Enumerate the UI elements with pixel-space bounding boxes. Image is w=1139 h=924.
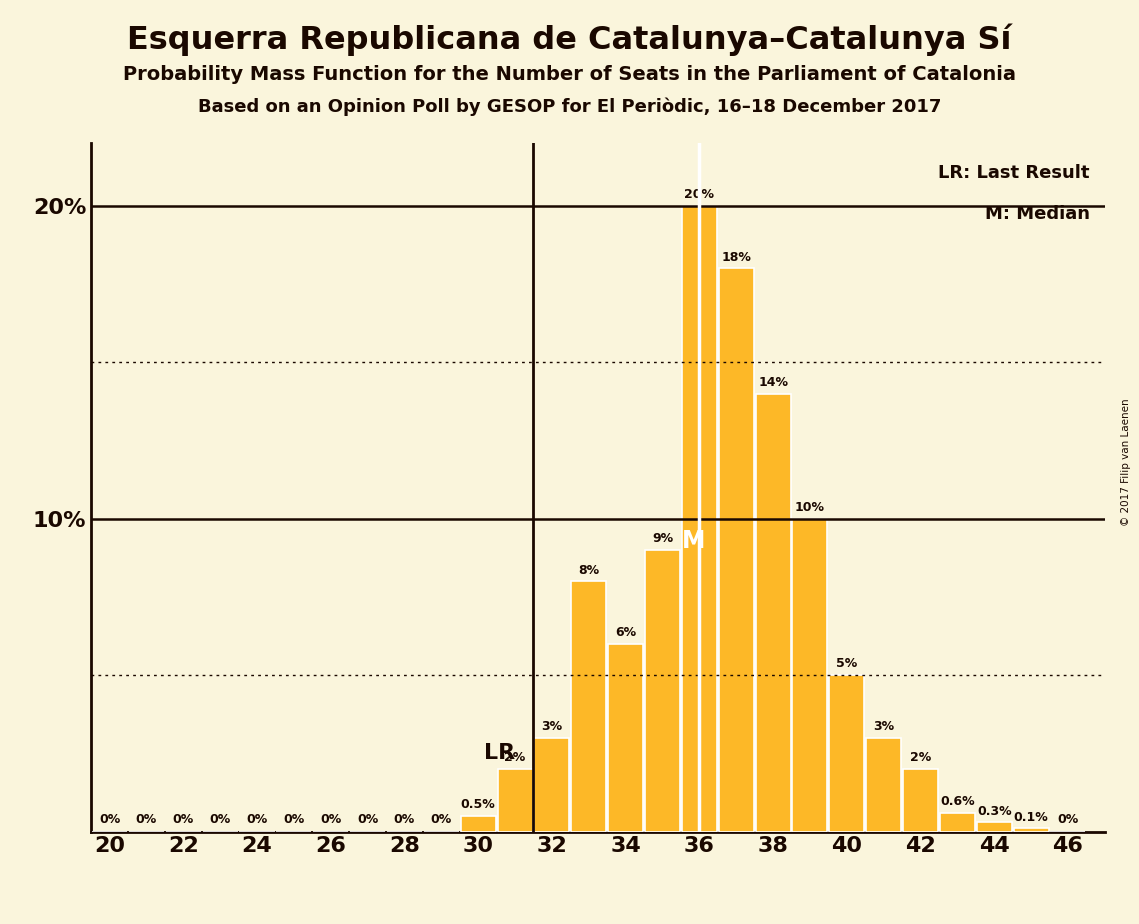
Text: 0%: 0% — [136, 813, 157, 826]
Text: LR: Last Result: LR: Last Result — [939, 164, 1090, 182]
Bar — [977, 822, 1011, 832]
Bar — [903, 769, 939, 832]
Bar — [866, 737, 901, 832]
Text: 0%: 0% — [246, 813, 268, 826]
Bar — [829, 675, 865, 832]
Bar — [940, 813, 975, 832]
Bar — [682, 206, 716, 832]
Bar — [1014, 829, 1049, 832]
Bar — [608, 644, 644, 832]
Text: 0.6%: 0.6% — [940, 796, 975, 808]
Text: 0%: 0% — [284, 813, 304, 826]
Text: 0.3%: 0.3% — [977, 805, 1011, 818]
Text: 0%: 0% — [173, 813, 194, 826]
Bar — [793, 518, 827, 832]
Text: 0%: 0% — [357, 813, 378, 826]
Text: 2%: 2% — [910, 751, 932, 764]
Text: 20%: 20% — [685, 188, 714, 201]
Text: Based on an Opinion Poll by GESOP for El Periòdic, 16–18 December 2017: Based on an Opinion Poll by GESOP for El… — [198, 97, 941, 116]
Text: © 2017 Filip van Laenen: © 2017 Filip van Laenen — [1121, 398, 1131, 526]
Bar — [719, 268, 754, 832]
Text: 0%: 0% — [431, 813, 452, 826]
Text: 0%: 0% — [320, 813, 342, 826]
Text: 0%: 0% — [210, 813, 231, 826]
Text: 0.1%: 0.1% — [1014, 810, 1049, 824]
Text: 6%: 6% — [615, 626, 637, 639]
Bar — [645, 550, 680, 832]
Bar — [755, 394, 790, 832]
Text: Probability Mass Function for the Number of Seats in the Parliament of Catalonia: Probability Mass Function for the Number… — [123, 65, 1016, 84]
Text: M: Median: M: Median — [984, 205, 1090, 224]
Text: 8%: 8% — [579, 564, 599, 577]
Text: 10%: 10% — [795, 501, 825, 514]
Text: 0%: 0% — [394, 813, 415, 826]
Bar — [534, 737, 570, 832]
Text: LR: LR — [484, 744, 515, 763]
Text: Esquerra Republicana de Catalunya–Catalunya Sí: Esquerra Republicana de Catalunya–Catalu… — [128, 23, 1011, 55]
Bar — [498, 769, 533, 832]
Text: 9%: 9% — [652, 532, 673, 545]
Text: 3%: 3% — [874, 720, 894, 733]
Text: 5%: 5% — [836, 658, 858, 671]
Text: 18%: 18% — [721, 250, 751, 263]
Text: 0%: 0% — [99, 813, 121, 826]
Text: 0%: 0% — [1057, 813, 1079, 826]
Bar — [460, 816, 495, 832]
Bar — [572, 581, 606, 832]
Text: 14%: 14% — [759, 376, 788, 389]
Text: 2%: 2% — [505, 751, 526, 764]
Text: M: M — [682, 529, 705, 553]
Text: 3%: 3% — [541, 720, 563, 733]
Text: 0.5%: 0.5% — [461, 798, 495, 811]
